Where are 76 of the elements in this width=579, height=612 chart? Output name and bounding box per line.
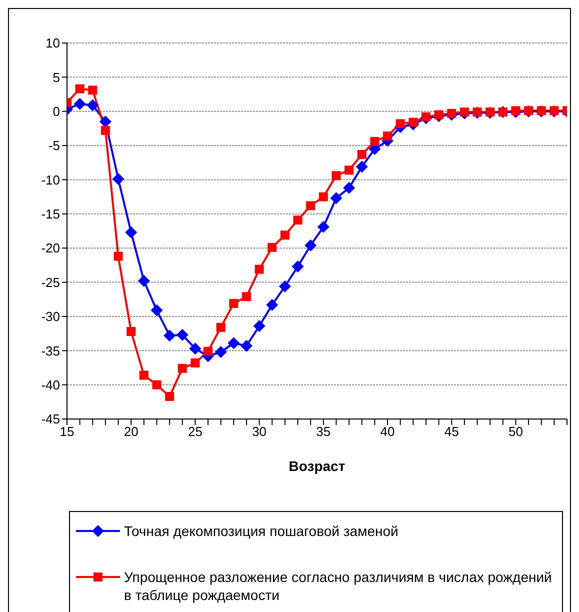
point — [190, 358, 200, 368]
point — [150, 304, 163, 316]
point — [114, 252, 123, 261]
point — [304, 239, 317, 252]
point — [447, 108, 456, 118]
y-tick-label: 10 — [46, 36, 60, 51]
point — [317, 220, 330, 233]
y-tick-label: -15 — [41, 206, 60, 222]
x-tick-label: 35 — [316, 424, 331, 440]
y-tick-label: -35 — [41, 343, 60, 358]
legend-label: Точная декомпозиция пошаговой заменой — [124, 522, 398, 540]
point — [318, 192, 328, 202]
y-tick-label: -5 — [48, 138, 60, 154]
point — [396, 119, 405, 128]
point — [152, 380, 162, 390]
point — [253, 320, 266, 332]
point — [214, 346, 227, 358]
point — [344, 166, 354, 175]
point — [176, 328, 188, 341]
y-tick-label: -30 — [41, 309, 60, 324]
x-tick-label: 40 — [380, 424, 395, 440]
y-tick-label: -25 — [41, 274, 60, 290]
legend-label: Упрощенное разложение согласно различиям в числах рождений в таблице рождаемости — [124, 568, 553, 604]
point — [204, 346, 213, 356]
point — [254, 264, 264, 274]
point — [421, 112, 430, 122]
x-tick-label: 15 — [60, 424, 74, 440]
y-tick-label: -40 — [41, 377, 60, 392]
x-axis-title: Возраст — [288, 458, 346, 474]
point — [100, 126, 110, 136]
point — [266, 298, 278, 311]
y-tick-label: 0 — [52, 104, 60, 119]
point — [383, 131, 392, 140]
point — [86, 99, 99, 112]
point — [112, 173, 124, 186]
point — [189, 342, 202, 355]
point — [268, 242, 277, 252]
x-tick-label: 30 — [252, 424, 267, 440]
point — [139, 370, 148, 380]
x-tick-label: 20 — [124, 424, 138, 440]
point — [343, 182, 356, 194]
x-tick-label: 50 — [508, 424, 523, 440]
point — [74, 98, 86, 110]
point — [460, 108, 469, 117]
point — [88, 86, 98, 95]
point — [280, 230, 290, 240]
point — [332, 171, 341, 180]
point — [293, 216, 302, 225]
point — [216, 322, 226, 332]
point — [240, 340, 252, 352]
point — [434, 110, 444, 120]
x-tick-label: 45 — [444, 424, 459, 440]
point — [370, 136, 380, 146]
point — [330, 192, 342, 204]
point — [278, 280, 291, 292]
point — [75, 84, 84, 94]
y-tick-label: 5 — [52, 70, 60, 85]
point — [242, 292, 251, 302]
point — [511, 106, 520, 116]
point — [228, 337, 240, 350]
point — [408, 118, 418, 127]
point — [164, 330, 176, 342]
point — [126, 326, 136, 336]
point — [165, 392, 174, 401]
x-tick-label: 25 — [188, 424, 202, 440]
y-tick-label: -20 — [41, 240, 60, 256]
point — [356, 160, 368, 173]
point — [292, 260, 304, 273]
point — [125, 226, 138, 238]
point — [138, 274, 150, 287]
y-tick-label: -45 — [41, 412, 60, 427]
point — [178, 364, 187, 373]
y-tick-label: -10 — [41, 172, 60, 188]
point — [229, 298, 238, 308]
point — [357, 150, 366, 159]
point — [306, 201, 316, 210]
